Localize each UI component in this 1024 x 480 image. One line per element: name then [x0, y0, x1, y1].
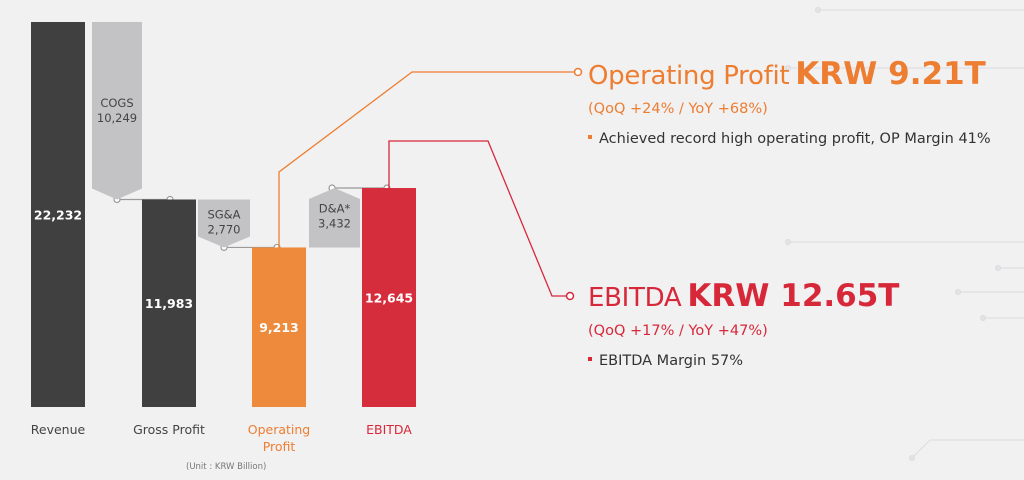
- category-label: Profit: [263, 439, 296, 454]
- category-label: Operating: [248, 422, 311, 437]
- delta-label: SG&A: [207, 207, 240, 221]
- bar-layer: [31, 22, 416, 407]
- ebitda-heading: EBITDA KRW 12.65T: [588, 278, 899, 314]
- delta-value-label: 3,432: [318, 217, 351, 231]
- ebitda-leader-dot: [565, 291, 575, 301]
- bar-operating-profit: [252, 247, 306, 407]
- delta-label: COGS: [100, 96, 133, 110]
- bullet-square-icon: [588, 135, 592, 139]
- category-label: EBITDA: [366, 422, 412, 437]
- operating-profit-amount: KRW 9.21T: [795, 56, 986, 92]
- bar-revenue: [31, 22, 85, 407]
- delta-value-label: 2,770: [208, 222, 241, 236]
- ebitda-change: (QoQ +17% / YoY +47%): [588, 323, 768, 339]
- ebitda-callout: EBITDA KRW 12.65T (QoQ +17% / YoY +47%) E…: [588, 278, 899, 369]
- bar-gross-profit: [142, 199, 196, 407]
- operating-profit-heading: Operating Profit KRW 9.21T: [588, 56, 991, 92]
- bar-value-label: 12,645: [365, 291, 413, 306]
- ebitda-bullet: EBITDA Margin 57%: [588, 353, 899, 369]
- delta-value-label: 10,249: [97, 111, 137, 125]
- operating-leader-line: [278, 71, 578, 248]
- delta-arrow-sga: [198, 199, 250, 248]
- ebitda-amount: KRW 12.65T: [687, 278, 900, 314]
- ebitda-title: EBITDA: [588, 283, 682, 313]
- callout-leader-lines: [278, 67, 583, 301]
- ebitda-leader-line: [388, 140, 568, 297]
- category-label: Gross Profit: [133, 422, 205, 437]
- operating-profit-bullet: Achieved record high operating profit, O…: [588, 131, 991, 147]
- delta-arrow-cogs: [92, 22, 142, 200]
- category-label: Revenue: [31, 422, 86, 437]
- delta-arrow-da: [309, 188, 360, 248]
- bar-value-label: 22,232: [34, 208, 82, 223]
- operating-profit-bullet-text: Achieved record high operating profit, O…: [599, 131, 991, 147]
- bar-ebitda: [362, 188, 416, 407]
- bullet-square-icon: [588, 357, 592, 361]
- label-layer: 22,232 Revenue 11,983 Gross Profit 9,213 Oper…: [31, 208, 413, 455]
- operating-leader-dot: [573, 67, 583, 77]
- operating-profit-title: Operating Profit: [588, 61, 790, 91]
- unit-label: (Unit : KRW Billion): [186, 462, 267, 472]
- bar-value-label: 9,213: [259, 320, 299, 335]
- operating-profit-change: (QoQ +24% / YoY +68%): [588, 101, 768, 117]
- delta-label: D&A*: [319, 202, 351, 216]
- bar-value-label: 11,983: [145, 296, 193, 311]
- operating-profit-callout: Operating Profit KRW 9.21T (QoQ +24% / Yo…: [588, 56, 991, 147]
- ebitda-bullet-text: EBITDA Margin 57%: [599, 353, 744, 369]
